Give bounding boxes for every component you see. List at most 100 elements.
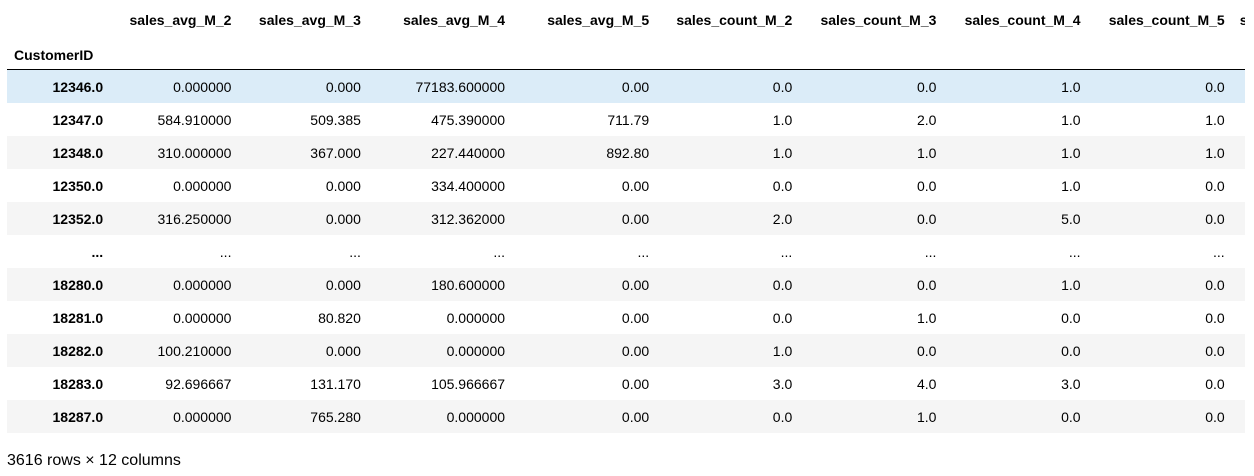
column-header-row: sales_avg_M_2 sales_avg_M_3 sales_avg_M_… bbox=[7, 0, 1246, 40]
table-cell: 0.0 bbox=[799, 69, 944, 103]
table-cell: 1.0 bbox=[656, 136, 800, 169]
table-cell: 1.0 bbox=[656, 334, 800, 367]
table-cell: 334.400000 bbox=[367, 169, 513, 202]
table-body: 12346.0 0.000000 0.000 77183.600000 0.00 0.0 0… bbox=[7, 69, 1245, 433]
row-index-cell: 18281.0 bbox=[7, 301, 111, 334]
table-row: 12350.0 0.000000 0.000 334.400000 0.00 0.0 0.0… bbox=[7, 169, 1245, 202]
table-cell: 0.0 bbox=[799, 334, 944, 367]
table-cell: 0.0 bbox=[1087, 202, 1232, 235]
table-cell: 1.0 bbox=[656, 103, 800, 136]
column-header: sales_avg_M_3 bbox=[258, 12, 361, 28]
table-cell: 80.820 bbox=[238, 301, 368, 334]
dataframe-table-viewport: sales_avg_M_2 sales_avg_M_3 sales_avg_M_… bbox=[7, 0, 1245, 440]
table-cell: ... bbox=[943, 235, 1088, 268]
table-cell: 0.0 bbox=[1087, 301, 1232, 334]
table-cell: 1.0 bbox=[1087, 136, 1232, 169]
table-cell: 3.0 bbox=[656, 367, 800, 400]
table-cell: 131.170 bbox=[238, 367, 368, 400]
index-name-header: CustomerID bbox=[7, 40, 111, 70]
column-header: sales_sum_M bbox=[1239, 12, 1245, 28]
table-cell: 2.0 bbox=[656, 202, 800, 235]
table-cell: 92.696667 bbox=[110, 367, 239, 400]
table-cell: 312.362000 bbox=[367, 202, 513, 235]
row-index-cell: 12352.0 bbox=[7, 202, 111, 235]
table-cell: ... bbox=[799, 235, 944, 268]
table-cell: ... bbox=[110, 235, 239, 268]
table-cell: 0.000000 bbox=[110, 301, 239, 334]
table-cell: 0. bbox=[1231, 69, 1245, 103]
table-cell: ... bbox=[656, 235, 800, 268]
table-cell: 3.0 bbox=[943, 367, 1088, 400]
table-cell: 584. bbox=[1231, 103, 1245, 136]
table-cell: ... bbox=[367, 235, 513, 268]
table-cell: 1.0 bbox=[943, 69, 1088, 103]
table-cell: 711.79 bbox=[512, 103, 657, 136]
table-cell: 1.0 bbox=[799, 301, 944, 334]
table-row: 18283.0 92.696667 131.170 105.966667 0.00 3.0… bbox=[7, 367, 1245, 400]
table-cell: ... bbox=[512, 235, 657, 268]
table-cell: 278. bbox=[1231, 367, 1245, 400]
table-cell: 4.0 bbox=[799, 367, 944, 400]
table-cell: 509.385 bbox=[238, 103, 368, 136]
table-cell: 1.0 bbox=[799, 400, 944, 433]
table-cell: 100. bbox=[1231, 334, 1245, 367]
table-cell: 1.0 bbox=[943, 169, 1088, 202]
table-cell: 0.00 bbox=[512, 268, 657, 301]
table-cell: 367.000 bbox=[238, 136, 368, 169]
table-row: 18280.0 0.000000 0.000 180.600000 0.00 0.0 0.0… bbox=[7, 268, 1245, 301]
table-cell: 0. bbox=[1231, 268, 1245, 301]
table-cell: 0.0 bbox=[656, 268, 800, 301]
table-cell: 0.0 bbox=[943, 301, 1088, 334]
table-cell: 310. bbox=[1231, 136, 1245, 169]
table-cell: 0.0 bbox=[1087, 334, 1232, 367]
row-index-cell: 18282.0 bbox=[7, 334, 111, 367]
table-cell: 0.00 bbox=[512, 367, 657, 400]
row-index-cell: 12347.0 bbox=[7, 103, 111, 136]
table-cell: 5.0 bbox=[943, 202, 1088, 235]
table-cell: 632. bbox=[1231, 202, 1245, 235]
column-header: sales_avg_M_4 bbox=[403, 12, 506, 28]
table-cell: 0.0 bbox=[799, 202, 944, 235]
table-cell: 0.00 bbox=[512, 400, 657, 433]
column-header: sales_count_M_5 bbox=[1108, 12, 1225, 28]
table-cell: 105.966667 bbox=[367, 367, 513, 400]
table-cell: 0.000000 bbox=[367, 301, 513, 334]
table-header: sales_avg_M_2 sales_avg_M_3 sales_avg_M_… bbox=[7, 0, 1245, 70]
table-cell: 0.00 bbox=[512, 301, 657, 334]
table-cell: 0. bbox=[1231, 169, 1245, 202]
table-row: 18281.0 0.000000 80.820 0.000000 0.00 0.0 1.0 0… bbox=[7, 301, 1245, 334]
table-row: 12347.0 584.910000 509.385 475.390000 711.79… bbox=[7, 103, 1245, 136]
table-cell: 0.0 bbox=[1087, 400, 1232, 433]
table-cell: 0.0 bbox=[799, 268, 944, 301]
row-index-cell: 18287.0 bbox=[7, 400, 111, 433]
table-cell: 310.000000 bbox=[110, 136, 239, 169]
table-row: ........................... bbox=[7, 235, 1245, 268]
table-cell: 0.000 bbox=[238, 69, 368, 103]
table-cell: 0.0 bbox=[1087, 367, 1232, 400]
table-cell: 0.000000 bbox=[110, 69, 239, 103]
table-cell: 0.0 bbox=[799, 169, 944, 202]
row-index-cell: 18283.0 bbox=[7, 367, 111, 400]
table-cell: 1.0 bbox=[943, 103, 1088, 136]
column-header: sales_count_M_2 bbox=[676, 12, 793, 28]
table-cell: 0. bbox=[1231, 400, 1245, 433]
table-cell: 0.0 bbox=[943, 400, 1088, 433]
table-cell: 892.80 bbox=[512, 136, 657, 169]
table-cell: 0.00 bbox=[512, 169, 657, 202]
table-cell: ... bbox=[238, 235, 368, 268]
index-header-row: CustomerID bbox=[7, 40, 1245, 70]
table-cell: 1.0 bbox=[943, 136, 1088, 169]
table-cell: 0.0 bbox=[943, 334, 1088, 367]
table-cell: 227.440000 bbox=[367, 136, 513, 169]
table-cell: 0.000 bbox=[238, 334, 368, 367]
table-cell: 765.280 bbox=[238, 400, 368, 433]
table-cell: 316.250000 bbox=[110, 202, 239, 235]
table-cell: 1.0 bbox=[943, 268, 1088, 301]
table-cell: 0. bbox=[1231, 301, 1245, 334]
table-cell: 1.0 bbox=[1087, 103, 1232, 136]
table-cell: 1.0 bbox=[799, 136, 944, 169]
table-cell: 0.00 bbox=[512, 334, 657, 367]
table-cell: 100.210000 bbox=[110, 334, 239, 367]
table-cell: ... bbox=[1087, 235, 1232, 268]
